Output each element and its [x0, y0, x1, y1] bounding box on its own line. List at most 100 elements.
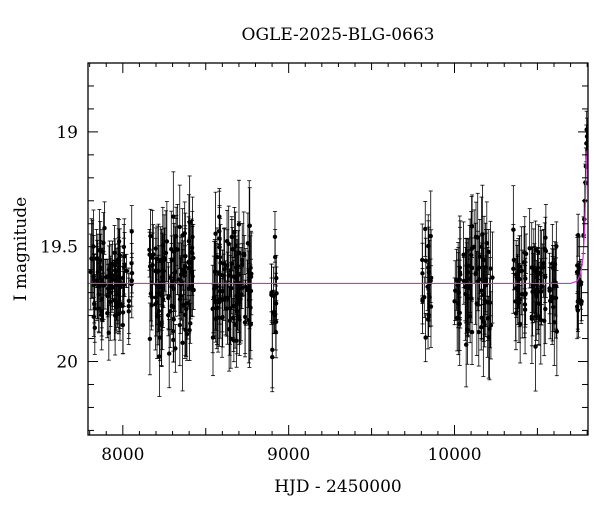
y-tick-label: 20: [56, 353, 78, 373]
data-point: [169, 278, 175, 284]
data-point: [156, 268, 161, 274]
data-point: [523, 251, 529, 257]
data-point: [461, 278, 467, 284]
axis-ticks: 8000 9000 10000 19 19.5 20: [40, 62, 588, 465]
data-point: [129, 270, 135, 276]
data-point: [178, 272, 184, 277]
data-point: [534, 293, 539, 298]
data-point: [158, 257, 163, 263]
data-point: [121, 264, 127, 270]
data-point: [147, 336, 153, 342]
data-point: [171, 317, 177, 322]
data-point: [224, 306, 229, 311]
data-point: [149, 295, 155, 300]
data-point: [534, 287, 539, 293]
data-point: [231, 303, 236, 309]
data-point: [217, 254, 223, 260]
data-point: [469, 329, 475, 335]
data-point: [186, 238, 192, 244]
data-point: [541, 318, 547, 323]
data-point: [148, 291, 154, 296]
data-point: [469, 224, 475, 229]
data-point: [147, 247, 152, 253]
data-point: [112, 250, 117, 256]
data-point: [425, 284, 430, 289]
data-point: [520, 291, 525, 297]
data-point: [116, 273, 121, 279]
data-point: [246, 317, 252, 323]
data-point: [487, 300, 493, 305]
data-point: [154, 313, 160, 319]
data-point: [235, 280, 240, 285]
data-point: [99, 317, 105, 322]
data-point: [543, 306, 548, 312]
data-point: [149, 303, 154, 308]
data-point: [164, 239, 170, 244]
data-point: [215, 315, 221, 320]
data-point: [242, 320, 248, 325]
data-point: [180, 340, 185, 345]
data-point: [166, 351, 172, 356]
data-point: [242, 252, 247, 258]
data-point: [578, 301, 584, 307]
data-point: [478, 325, 484, 330]
data-point: [182, 231, 187, 236]
data-point: [102, 225, 107, 231]
x-axis-label: HJD - 2450000: [274, 477, 402, 497]
chart-title: OGLE-2025-BLG-0663: [242, 25, 435, 45]
data-point: [543, 235, 548, 240]
data-point: [476, 329, 481, 335]
data-point: [551, 304, 556, 310]
data-point: [246, 268, 252, 273]
data-point: [171, 337, 176, 342]
data-point: [92, 301, 97, 307]
data-point: [464, 263, 469, 268]
data-point: [467, 276, 472, 282]
data-point: [112, 268, 118, 273]
data-point: [230, 315, 236, 321]
y-tick-label: 19.5: [40, 238, 78, 258]
data-point: [168, 275, 173, 280]
data-point: [213, 231, 218, 236]
data-point: [217, 244, 222, 250]
data-point: [468, 283, 473, 288]
data-point: [229, 234, 235, 240]
data-point: [101, 283, 106, 288]
data-point: [486, 249, 491, 255]
data-point: [120, 310, 126, 315]
data-point: [490, 275, 495, 280]
data-point: [487, 326, 492, 332]
data-point: [234, 293, 239, 299]
data-point: [533, 344, 538, 349]
data-point: [106, 330, 112, 335]
data-point: [513, 299, 518, 304]
data-point: [428, 233, 433, 239]
data-point: [236, 222, 242, 227]
data-point: [522, 307, 528, 312]
data-point: [423, 258, 428, 263]
data-point: [232, 230, 237, 235]
x-tick-label: 9000: [267, 445, 310, 465]
data-point: [523, 291, 528, 296]
data-point: [95, 280, 100, 285]
data-point: [124, 268, 129, 274]
data-point: [224, 238, 230, 244]
data-point: [547, 286, 552, 291]
data-point: [151, 252, 156, 257]
data-point: [458, 272, 463, 277]
data-point: [157, 335, 163, 340]
data-point: [189, 285, 194, 290]
data-point: [153, 295, 159, 300]
data-point: [271, 293, 276, 298]
data-point: [153, 246, 159, 251]
data-point: [480, 256, 486, 262]
data-point: [99, 312, 104, 318]
data-point: [539, 265, 544, 270]
data-point: [168, 309, 173, 314]
data-point: [148, 233, 153, 239]
data-point: [88, 269, 93, 275]
data-point: [160, 268, 165, 273]
data-point: [425, 317, 431, 322]
data-point: [550, 265, 556, 270]
